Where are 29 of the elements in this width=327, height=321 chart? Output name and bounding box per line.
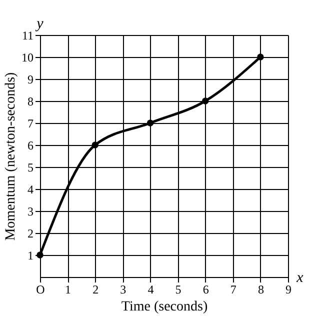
x-axis-title: Time (seconds) — [121, 300, 208, 314]
y-tick-label: 2 — [28, 226, 34, 240]
y-tick-label: 10 — [22, 50, 34, 64]
x-tick-label: 8 — [258, 282, 264, 296]
x-tick-label: 1 — [65, 282, 72, 296]
point — [257, 54, 264, 60]
x-tick-label: 4 — [148, 282, 154, 296]
x-tick-label: 7 — [230, 282, 236, 296]
text: y — [34, 16, 44, 32]
y-tick-label: 5 — [28, 160, 34, 174]
y-tick-label: 9 — [28, 72, 34, 86]
y-tick-label: 1 — [28, 248, 34, 262]
y-tick-label: 8 — [28, 94, 34, 108]
x-tick-label: 2 — [92, 282, 99, 296]
x-tick-label: 6 — [202, 282, 209, 296]
point — [92, 142, 98, 148]
y-tick-label: 7 — [28, 116, 34, 130]
y-tick-label: 6 — [28, 138, 34, 152]
x-tick-label: 3 — [120, 282, 126, 296]
x-tick-label: O — [36, 282, 46, 296]
y-tick-label: 11 — [22, 28, 34, 42]
point — [202, 98, 209, 104]
y-axis-title: Momentum (newton-seconds) — [4, 72, 18, 241]
point — [146, 120, 154, 126]
y-tick-label: 4 — [28, 182, 34, 196]
x-tick-label: 9 — [286, 282, 292, 296]
text: x — [296, 270, 304, 286]
x-tick-label: 5 — [175, 282, 182, 296]
y-tick-label: 3 — [28, 204, 34, 218]
